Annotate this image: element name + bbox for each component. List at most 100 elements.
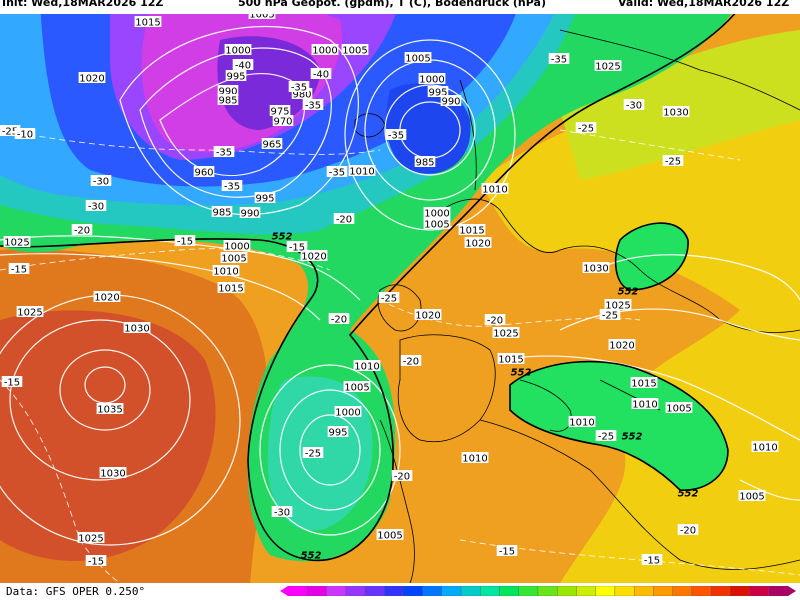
scale-swatch xyxy=(403,586,423,596)
isobar-label: 1025 xyxy=(595,62,620,73)
temperature-field-red xyxy=(0,310,216,561)
isobar-label: 995 xyxy=(428,88,447,99)
isobar-label: 1020 xyxy=(465,239,490,250)
isobar-label-bg xyxy=(93,291,121,302)
isobar-label: 1000 xyxy=(312,46,337,57)
geopotential-label: 552 xyxy=(678,489,699,500)
temperature-label: -40 xyxy=(313,70,329,81)
isobar-label-bg xyxy=(78,72,106,83)
isobar-label-bg xyxy=(404,52,432,63)
isobar-label: 1030 xyxy=(663,108,688,119)
isobar-label-bg xyxy=(423,218,451,229)
isobar-label: 1010 xyxy=(462,454,487,465)
temperature-label-bg xyxy=(599,309,621,320)
isobar-label-bg xyxy=(604,299,632,310)
temperature-field-green-blob-east xyxy=(615,223,689,290)
temperature-label: -35 xyxy=(291,83,307,94)
temperature-label-bg xyxy=(391,470,413,481)
temperature-label-bg xyxy=(221,180,243,191)
temperature-label: -25 xyxy=(381,294,397,305)
scale-swatch xyxy=(634,586,654,596)
scale-swatch xyxy=(730,586,750,596)
isobar-label-bg xyxy=(461,452,489,463)
scale-swatch xyxy=(768,586,789,596)
temperature-label: -25 xyxy=(602,311,618,322)
temperature-label: -30 xyxy=(88,202,104,213)
temperature-label-bg xyxy=(496,545,518,556)
temperature-label: -20 xyxy=(336,215,352,226)
temperature-label: -15 xyxy=(177,237,193,248)
temperature-label: -20 xyxy=(680,526,696,537)
isobar-label-bg xyxy=(582,262,610,273)
isobar-label: 1025 xyxy=(17,308,42,319)
isobar-label: 1010 xyxy=(752,443,777,454)
scale-swatch xyxy=(710,586,731,596)
isobar-label: 1015 xyxy=(218,284,243,295)
temperature-label-bg xyxy=(85,555,107,566)
isobar-label-bg xyxy=(217,85,239,96)
scale-swatch xyxy=(422,586,442,596)
isobar-label: 1025 xyxy=(605,301,630,312)
scale-swatch xyxy=(653,586,673,596)
isobar-label: 1010 xyxy=(354,362,379,373)
temperature-label: -20 xyxy=(394,472,410,483)
temperature-label-bg xyxy=(302,99,324,110)
isobar-label: 1005 xyxy=(739,492,764,503)
temperature-label-bg xyxy=(484,314,506,325)
isobar-label-bg xyxy=(220,252,248,263)
temperature-labels: -40 -40 -35 -35 -35 -35 -35 -35 -35 -30 -30 -25 -20 -… xyxy=(0,53,699,568)
temperature-label: -25 xyxy=(2,127,18,138)
geopotential-label: 552 xyxy=(301,551,322,562)
geopotential-label: 552 xyxy=(622,432,643,443)
isobar-label: 975 xyxy=(270,107,289,118)
temperature-label-bg xyxy=(174,235,196,246)
isobar-label: 980 xyxy=(292,90,311,101)
isobar-label: 995 xyxy=(226,72,245,83)
isobar-label: 990 xyxy=(218,87,237,98)
temperature-label: -20 xyxy=(331,315,347,326)
isobar-label-bg xyxy=(608,339,636,350)
isobar-label: 1000 xyxy=(335,408,360,419)
isobar-label-bg xyxy=(272,115,294,126)
isobar-label-bg xyxy=(348,165,376,176)
temperature-label: -15 xyxy=(88,557,104,568)
isobar-label-bg xyxy=(568,416,596,427)
scale-arrow-left xyxy=(280,586,288,596)
isobar-label-bg xyxy=(464,237,492,248)
isobar-label: 1020 xyxy=(79,74,104,85)
isobar-label-bg xyxy=(423,207,451,218)
isobar-label: 1015 xyxy=(135,18,160,29)
scale-swatch xyxy=(537,586,558,596)
isobar-label-bg xyxy=(77,532,105,543)
temperature-label-bg xyxy=(400,355,422,366)
isobar-label: 1020 xyxy=(94,293,119,304)
temperature-label: -35 xyxy=(305,101,321,112)
isobar-label: 1005 xyxy=(377,531,402,542)
map-title: 500 hPa Geopot. (gpdm), T (C), Bodendruc… xyxy=(238,0,546,9)
isobar-label: 1000 xyxy=(225,46,250,57)
isobar-label-bg xyxy=(376,529,404,540)
temperature-label-bg xyxy=(288,81,310,92)
isobar-label-bg xyxy=(224,44,252,55)
isobar-label: 1025 xyxy=(4,238,29,249)
isobar-label: 990 xyxy=(240,209,259,220)
scale-swatch xyxy=(595,586,616,596)
temperature-label-bg xyxy=(326,166,348,177)
isobar-label-bg xyxy=(254,192,276,203)
geopotential-label: 552 xyxy=(511,368,532,379)
isobar-label-bg xyxy=(665,402,693,413)
isobar-label-bg xyxy=(492,327,520,338)
isobar-label-bg xyxy=(481,183,509,194)
temperature-label: -25 xyxy=(598,432,614,443)
temperature-label: -30 xyxy=(274,508,290,519)
isobar-label: 1005 xyxy=(424,220,449,231)
valid-time: Valid: Wed,18MAR2026 12Z xyxy=(618,0,790,9)
scale-swatch xyxy=(499,586,519,596)
temperature-label: -15 xyxy=(499,547,515,558)
temperature-label-bg xyxy=(1,376,23,387)
isobar-label: 995 xyxy=(255,194,274,205)
isobar-label: 960 xyxy=(194,168,213,179)
isobar-label: 1020 xyxy=(415,311,440,322)
